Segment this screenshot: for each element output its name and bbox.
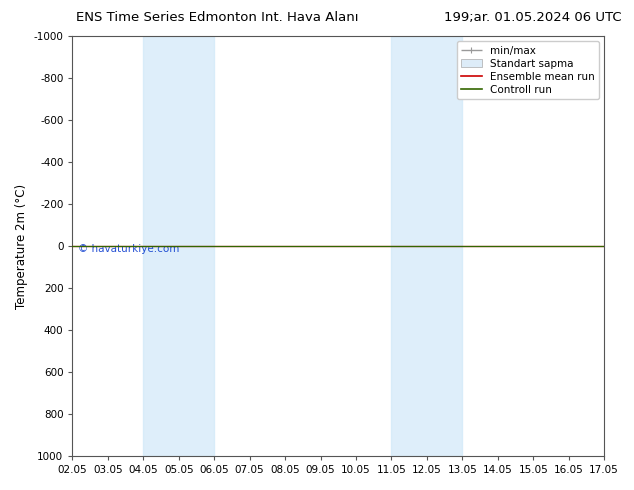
Bar	[391, 36, 462, 456]
Text: ENS Time Series Edmonton Int. Hava Alanı: ENS Time Series Edmonton Int. Hava Alanı	[76, 11, 359, 24]
Bar	[143, 36, 214, 456]
Y-axis label: Temperature 2m (°C): Temperature 2m (°C)	[15, 183, 28, 309]
Text: © havaturkiye.com: © havaturkiye.com	[78, 244, 179, 254]
Legend: min/max, Standart sapma, Ensemble mean run, Controll run: min/max, Standart sapma, Ensemble mean r…	[456, 41, 599, 99]
Text: 199;ar. 01.05.2024 06 UTC: 199;ar. 01.05.2024 06 UTC	[444, 11, 621, 24]
